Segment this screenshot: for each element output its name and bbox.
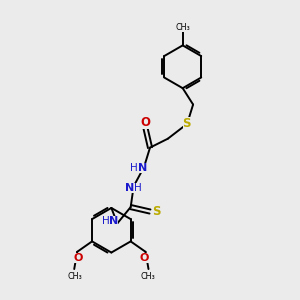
Text: O: O	[74, 253, 83, 263]
Text: CH₃: CH₃	[175, 23, 190, 32]
Text: O: O	[140, 253, 149, 263]
Text: N: N	[138, 164, 147, 173]
Text: N: N	[109, 216, 118, 226]
Text: H: H	[102, 216, 110, 226]
Text: N: N	[124, 183, 134, 193]
Text: S: S	[152, 205, 161, 218]
Text: H: H	[130, 164, 137, 173]
Text: O: O	[140, 116, 151, 130]
Text: S: S	[183, 117, 191, 130]
Text: CH₃: CH₃	[68, 272, 82, 281]
Text: CH₃: CH₃	[140, 272, 155, 281]
Text: H: H	[134, 183, 142, 193]
